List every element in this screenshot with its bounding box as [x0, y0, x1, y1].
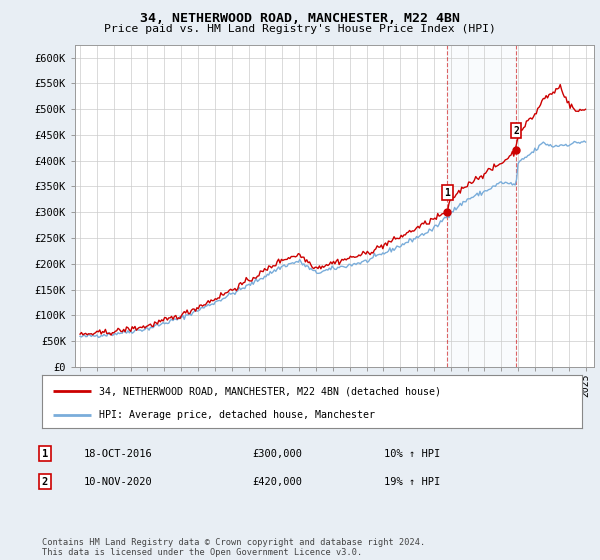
Text: 2: 2 [513, 126, 519, 136]
Text: Price paid vs. HM Land Registry's House Price Index (HPI): Price paid vs. HM Land Registry's House … [104, 24, 496, 34]
Text: £300,000: £300,000 [252, 449, 302, 459]
Text: Contains HM Land Registry data © Crown copyright and database right 2024.
This d: Contains HM Land Registry data © Crown c… [42, 538, 425, 557]
Text: 10% ↑ HPI: 10% ↑ HPI [384, 449, 440, 459]
Text: 19% ↑ HPI: 19% ↑ HPI [384, 477, 440, 487]
Text: 2: 2 [42, 477, 48, 487]
Text: 10-NOV-2020: 10-NOV-2020 [84, 477, 153, 487]
Bar [448, 45, 516, 367]
Text: 18-OCT-2016: 18-OCT-2016 [84, 449, 153, 459]
Text: 34, NETHERWOOD ROAD, MANCHESTER, M22 4BN: 34, NETHERWOOD ROAD, MANCHESTER, M22 4BN [140, 12, 460, 25]
Text: 1: 1 [445, 188, 451, 198]
Text: £420,000: £420,000 [252, 477, 302, 487]
Text: 34, NETHERWOOD ROAD, MANCHESTER, M22 4BN (detached house): 34, NETHERWOOD ROAD, MANCHESTER, M22 4BN… [98, 386, 440, 396]
Text: HPI: Average price, detached house, Manchester: HPI: Average price, detached house, Manc… [98, 410, 374, 420]
Text: 1: 1 [42, 449, 48, 459]
